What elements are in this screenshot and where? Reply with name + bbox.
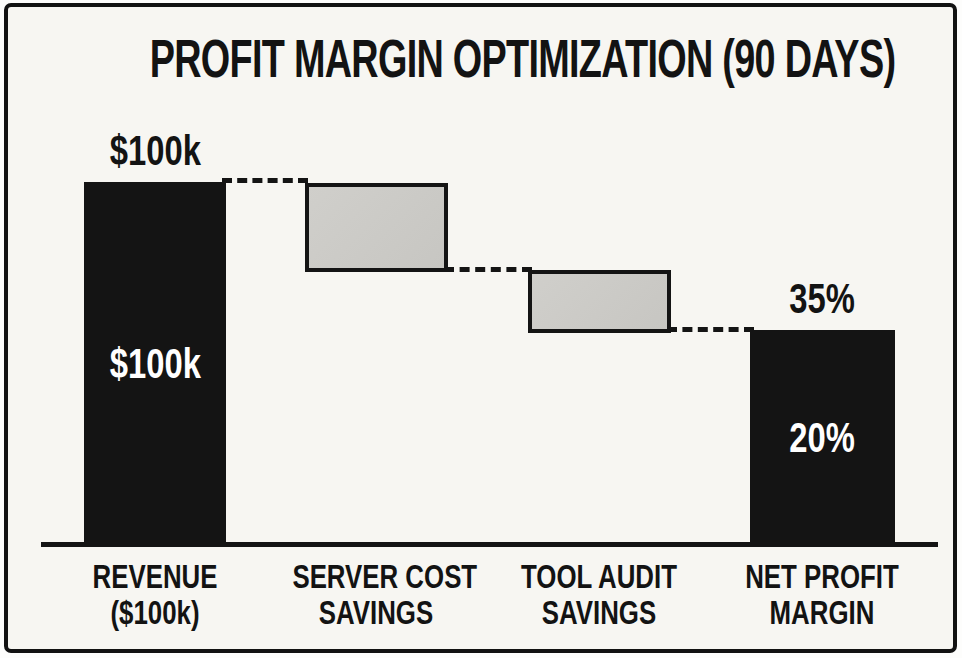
category-label-server-savings-line1: SERVER COST <box>292 558 459 594</box>
category-label-server-savings-line2: SAVINGS <box>292 594 459 630</box>
net-margin-above-label: 35% <box>750 275 895 323</box>
dashed-connector-2 <box>444 267 532 272</box>
revenue-above-label: $100k <box>84 127 226 175</box>
category-label-server-savings: SERVER COST SAVINGS <box>292 558 459 630</box>
net-margin-inside-label: 20% <box>790 414 856 462</box>
revenue-inside-label: $100k <box>109 340 200 388</box>
revenue-above-label-text: $100k <box>109 127 200 175</box>
net-margin-above-label-text: 35% <box>790 275 856 323</box>
baseline-axis <box>41 542 938 547</box>
dashed-connector-3 <box>667 327 754 332</box>
dashed-connector-1 <box>222 178 308 183</box>
chart-title: PROFIT MARGIN OPTIMIZATION (90 DAYS) <box>150 27 812 89</box>
category-label-revenue-line2: ($100k) <box>71 594 238 630</box>
chart-frame: PROFIT MARGIN OPTIMIZATION (90 DAYS) $10… <box>4 3 957 653</box>
category-label-net-margin: NET PROFIT MARGIN <box>738 558 905 630</box>
revenue-bar: $100k <box>84 182 226 545</box>
category-label-tool-savings-line1: TOOL AUDIT <box>515 558 682 594</box>
tool-savings-bar <box>528 270 671 333</box>
category-label-revenue: REVENUE ($100k) <box>71 558 238 630</box>
category-label-revenue-line1: REVENUE <box>71 558 238 594</box>
chart-canvas: PROFIT MARGIN OPTIMIZATION (90 DAYS) $10… <box>0 0 962 658</box>
category-label-net-margin-line1: NET PROFIT <box>738 558 905 594</box>
category-label-net-margin-line2: MARGIN <box>738 594 905 630</box>
category-label-tool-savings-line2: SAVINGS <box>515 594 682 630</box>
server-savings-bar <box>305 183 448 272</box>
category-label-tool-savings: TOOL AUDIT SAVINGS <box>515 558 682 630</box>
net-margin-bar: 20% <box>750 330 895 545</box>
